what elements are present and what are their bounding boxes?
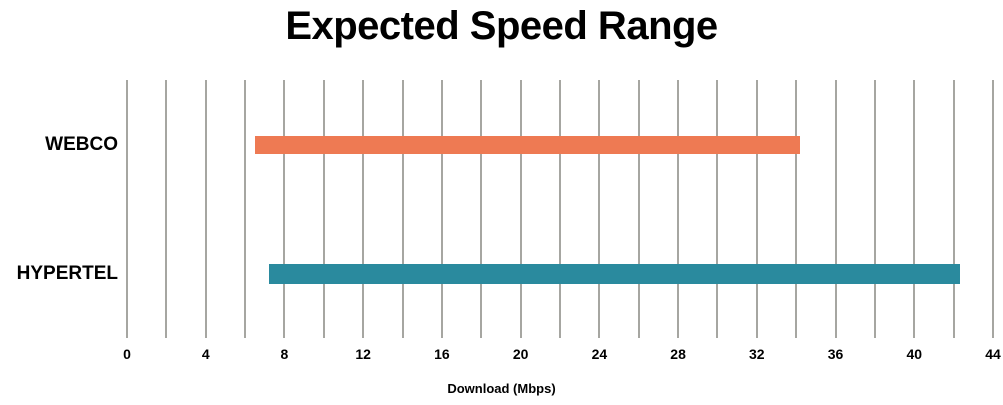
x-tick-label: 24 bbox=[591, 346, 608, 362]
x-axis-tick-labels: 0 4 8 12 16 20 24 28 32 36 40 44 bbox=[123, 346, 1001, 368]
gridline bbox=[244, 80, 247, 338]
gridline bbox=[598, 80, 601, 338]
gridline bbox=[401, 80, 404, 338]
chart-title: Expected Speed Range bbox=[285, 4, 718, 48]
gridline bbox=[755, 80, 758, 338]
gridline bbox=[677, 80, 680, 338]
y-axis-label-hypertel: HYPERTEL bbox=[16, 262, 118, 284]
x-tick-label: 4 bbox=[201, 346, 210, 362]
x-axis-label: Download (Mbps) bbox=[447, 381, 556, 396]
x-tick-label: 40 bbox=[906, 346, 923, 362]
range-bar-webco bbox=[254, 135, 801, 154]
x-tick-label: 12 bbox=[355, 346, 371, 362]
x-tick-label: 32 bbox=[749, 346, 765, 362]
gridline bbox=[637, 80, 640, 338]
y-axis-category-labels: WEBCO HYPERTEL bbox=[0, 80, 118, 338]
gridline bbox=[480, 80, 483, 338]
x-tick-label: 20 bbox=[512, 346, 529, 362]
gridline bbox=[362, 80, 365, 338]
gridline bbox=[283, 80, 286, 338]
gridline bbox=[952, 80, 955, 338]
gridline bbox=[834, 80, 837, 338]
x-tick-label: 36 bbox=[827, 346, 844, 362]
gridline bbox=[873, 80, 876, 338]
gridline bbox=[716, 80, 719, 338]
x-tick-label: 28 bbox=[670, 346, 686, 362]
gridline bbox=[440, 80, 443, 338]
gridline bbox=[913, 80, 916, 338]
y-axis-label-webco: WEBCO bbox=[45, 133, 118, 155]
gridline bbox=[204, 80, 207, 338]
plot-area bbox=[126, 80, 994, 338]
x-tick-label: 44 bbox=[985, 346, 1001, 362]
gridline bbox=[126, 80, 128, 338]
gridline bbox=[322, 80, 325, 338]
x-tick-label: 0 bbox=[123, 346, 131, 362]
x-tick-label: 8 bbox=[280, 346, 289, 362]
range-bar-hypertel bbox=[268, 263, 960, 284]
gridline bbox=[795, 80, 798, 338]
gridline bbox=[165, 80, 168, 338]
x-tick-label: 16 bbox=[434, 346, 450, 362]
gridline bbox=[559, 80, 561, 338]
gridline bbox=[992, 80, 994, 338]
gridline bbox=[519, 80, 522, 338]
